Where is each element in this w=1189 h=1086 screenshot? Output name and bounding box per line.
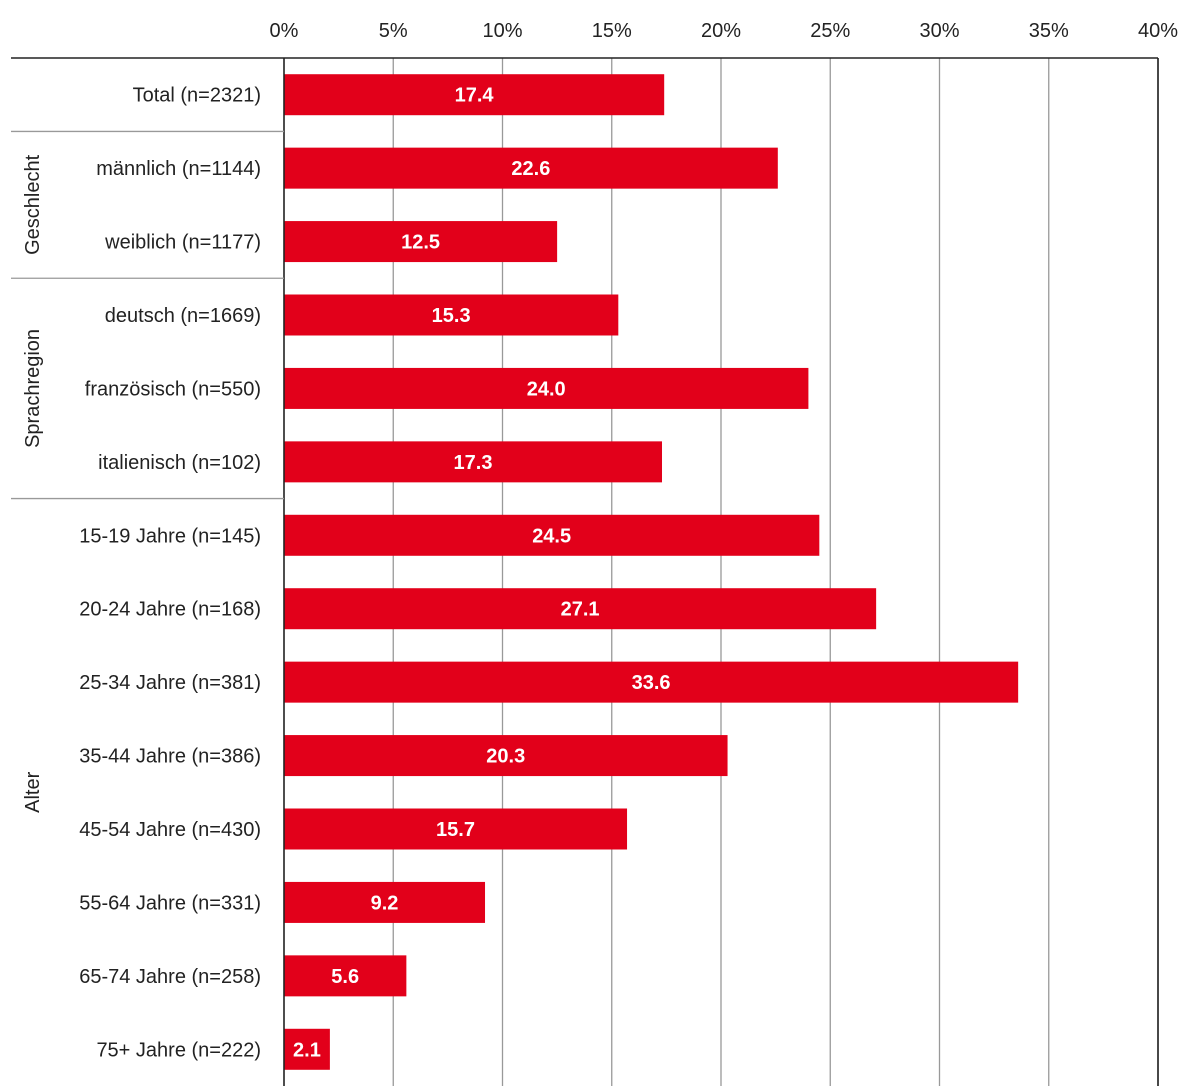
- bar-value-label: 9.2: [371, 892, 399, 914]
- category-label: 55-64 Jahre (n=331): [79, 892, 261, 914]
- x-tick-label: 10%: [482, 20, 522, 42]
- bar-value-label: 12.5: [401, 232, 440, 254]
- bar: [284, 367, 809, 409]
- category-label: 65-74 Jahre (n=258): [79, 966, 261, 988]
- x-tick-label: 40%: [1138, 20, 1178, 42]
- bar: [284, 221, 558, 263]
- bar: [284, 881, 486, 923]
- category-label: männlich (n=1144): [96, 158, 261, 180]
- x-tick-label: 20%: [701, 20, 741, 42]
- x-tick-label: 25%: [810, 20, 850, 42]
- category-label: 20-24 Jahre (n=168): [79, 599, 261, 621]
- category-label: 45-54 Jahre (n=430): [79, 819, 261, 841]
- bar: [284, 294, 619, 336]
- bar-value-label: 20.3: [486, 746, 525, 768]
- group-label: Sprachregion: [22, 329, 44, 448]
- category-label: italienisch (n=102): [98, 452, 261, 474]
- grid-lines: [392, 58, 1159, 1086]
- bar-value-label: 17.3: [454, 452, 493, 474]
- category-label: deutsch (n=1669): [105, 305, 261, 327]
- group-label: Alter: [22, 771, 44, 812]
- bar: [284, 514, 820, 556]
- bar: [284, 661, 1019, 703]
- bars: [284, 74, 1019, 1070]
- bar-value-label: 17.4: [455, 85, 495, 107]
- category-label: 25-34 Jahre (n=381): [79, 672, 261, 694]
- x-tick-label: 30%: [919, 20, 959, 42]
- x-tick-label: 5%: [379, 20, 408, 42]
- bar-value-label: 24.5: [532, 525, 571, 547]
- x-tick-label: 15%: [592, 20, 632, 42]
- category-label: 35-44 Jahre (n=386): [79, 746, 261, 768]
- bar: [284, 588, 877, 630]
- x-tick-label: 35%: [1029, 20, 1069, 42]
- bar-value-label: 2.1: [293, 1039, 321, 1061]
- bar: [284, 441, 663, 483]
- category-label: 15-19 Jahre (n=145): [79, 525, 261, 547]
- bar: [284, 1028, 330, 1070]
- bar-value-label: 5.6: [331, 966, 359, 988]
- group-label: Geschlecht: [22, 154, 44, 254]
- x-tick-label: 0%: [270, 20, 299, 42]
- bar: [284, 74, 665, 116]
- category-label: französisch (n=550): [85, 378, 261, 400]
- axes: [11, 57, 1159, 1086]
- category-label: 75+ Jahre (n=222): [96, 1039, 261, 1061]
- category-label: weiblich (n=1177): [104, 232, 261, 254]
- bar-value-label: 15.7: [436, 819, 475, 841]
- category-label: Total (n=2321): [133, 85, 261, 107]
- bar: [284, 955, 407, 997]
- labels: 0% 5% 10% 15% 20% 25% 30% 35% 40% 17.4 Total (n=23…: [22, 20, 1178, 1061]
- bar: [284, 735, 728, 777]
- bar-value-label: 24.0: [527, 378, 566, 400]
- bar: [284, 147, 778, 189]
- bar: [284, 808, 628, 850]
- bar-value-label: 15.3: [432, 305, 471, 327]
- bar-value-label: 22.6: [511, 158, 550, 180]
- bar-value-label: 27.1: [561, 599, 600, 621]
- bar-value-label: 33.6: [632, 672, 671, 694]
